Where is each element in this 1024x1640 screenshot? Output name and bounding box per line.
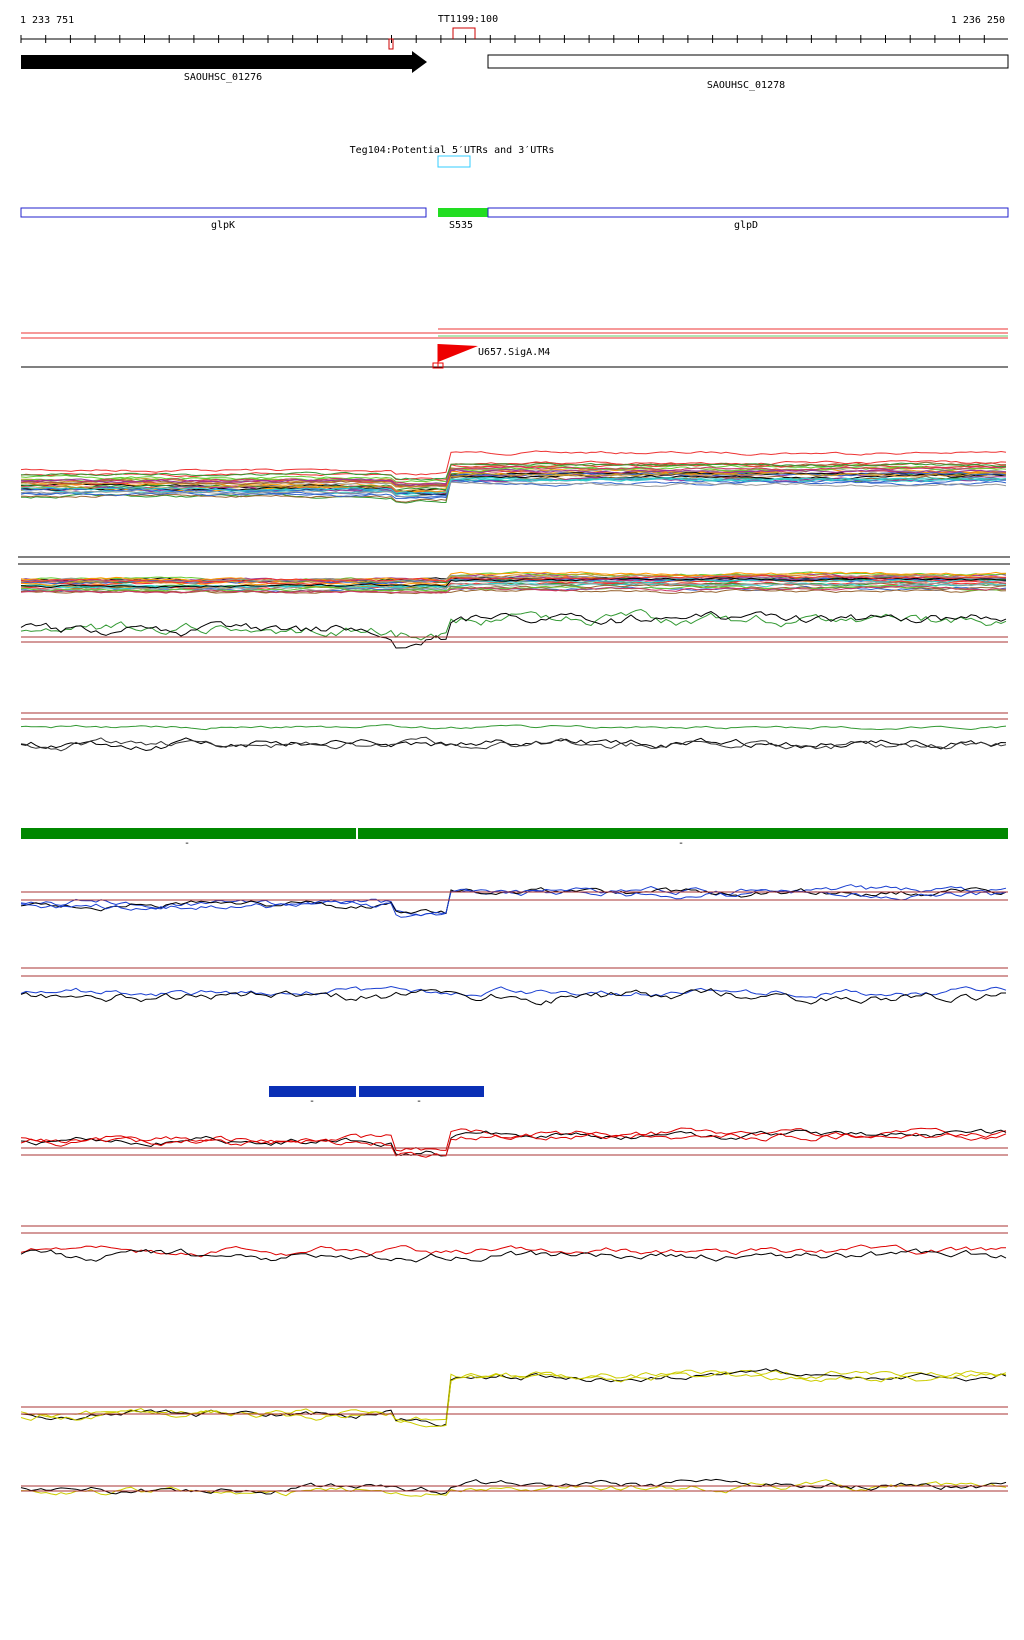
promoter-label: U657.SigA.M4 — [478, 347, 550, 358]
gene-arrow — [21, 51, 427, 73]
gene-label: SAOUHSC_01276 — [184, 72, 262, 83]
ruler-marker: TT1199:100 — [438, 14, 498, 25]
signal-line — [20, 476, 1007, 494]
signal-line — [20, 571, 1007, 583]
feature-box — [20, 207, 427, 218]
utr-box — [437, 155, 471, 168]
ruler-start: 1 233 751 — [20, 15, 74, 26]
signal-line — [20, 466, 1007, 483]
signal-line — [20, 736, 1007, 752]
signal-line — [20, 985, 1007, 999]
promoter-flag — [438, 344, 478, 362]
segment-bar — [358, 828, 1008, 839]
feature-box — [487, 207, 1009, 218]
marker-box — [452, 27, 476, 39]
signal-line — [20, 471, 1007, 494]
signal-line — [20, 582, 1007, 589]
signal-line — [20, 585, 1007, 594]
signal-line — [20, 465, 1007, 486]
marker-small — [388, 38, 394, 50]
signal-line — [20, 581, 1007, 592]
signal-line — [20, 462, 1007, 481]
segment-label: - — [309, 1096, 315, 1107]
signal-line — [20, 611, 1007, 649]
segment-bar — [269, 1086, 356, 1097]
signal-line — [20, 988, 1006, 1006]
feature-box — [438, 208, 488, 217]
ruler-end: 1 236 250 — [951, 15, 1005, 26]
ruler-ticks — [20, 35, 985, 43]
signal-line — [20, 571, 1007, 582]
signal-line — [20, 1131, 1007, 1158]
signal-line — [20, 574, 1006, 584]
signal-line — [20, 1371, 1007, 1428]
utr-label: Teg104:Potential 5′UTRs and 3′UTRs — [350, 145, 555, 156]
feature-label: S535 — [449, 220, 473, 231]
signal-line — [20, 450, 1007, 476]
signal-line — [20, 481, 1007, 498]
feature-label: glpK — [211, 220, 235, 231]
signal-line — [20, 460, 1007, 481]
signal-line — [20, 471, 1007, 497]
gene-box — [487, 54, 1009, 69]
feature-label: glpD — [734, 220, 758, 231]
signal-line — [20, 608, 1007, 641]
promoter-box — [432, 362, 444, 369]
segment-label: - — [184, 838, 190, 849]
segment-label: - — [416, 1096, 422, 1107]
signal-tracks — [20, 450, 1008, 1497]
signal-line — [20, 1478, 1007, 1495]
gene-label: SAOUHSC_01278 — [707, 80, 785, 91]
signal-line — [20, 887, 1007, 918]
signal-line — [20, 1479, 1007, 1497]
signal-line — [20, 1244, 1006, 1258]
segment-bar — [21, 828, 356, 839]
signal-line — [20, 737, 1007, 752]
signal-line — [20, 584, 1007, 594]
signal-line — [20, 1368, 1007, 1427]
signal-line — [21, 468, 1006, 486]
segment-label: - — [678, 838, 684, 849]
signal-line — [20, 577, 1007, 589]
signal-line — [20, 724, 1007, 731]
signal-line — [20, 1248, 1007, 1263]
signal-line — [20, 1127, 1007, 1152]
segment-bar — [359, 1086, 484, 1097]
